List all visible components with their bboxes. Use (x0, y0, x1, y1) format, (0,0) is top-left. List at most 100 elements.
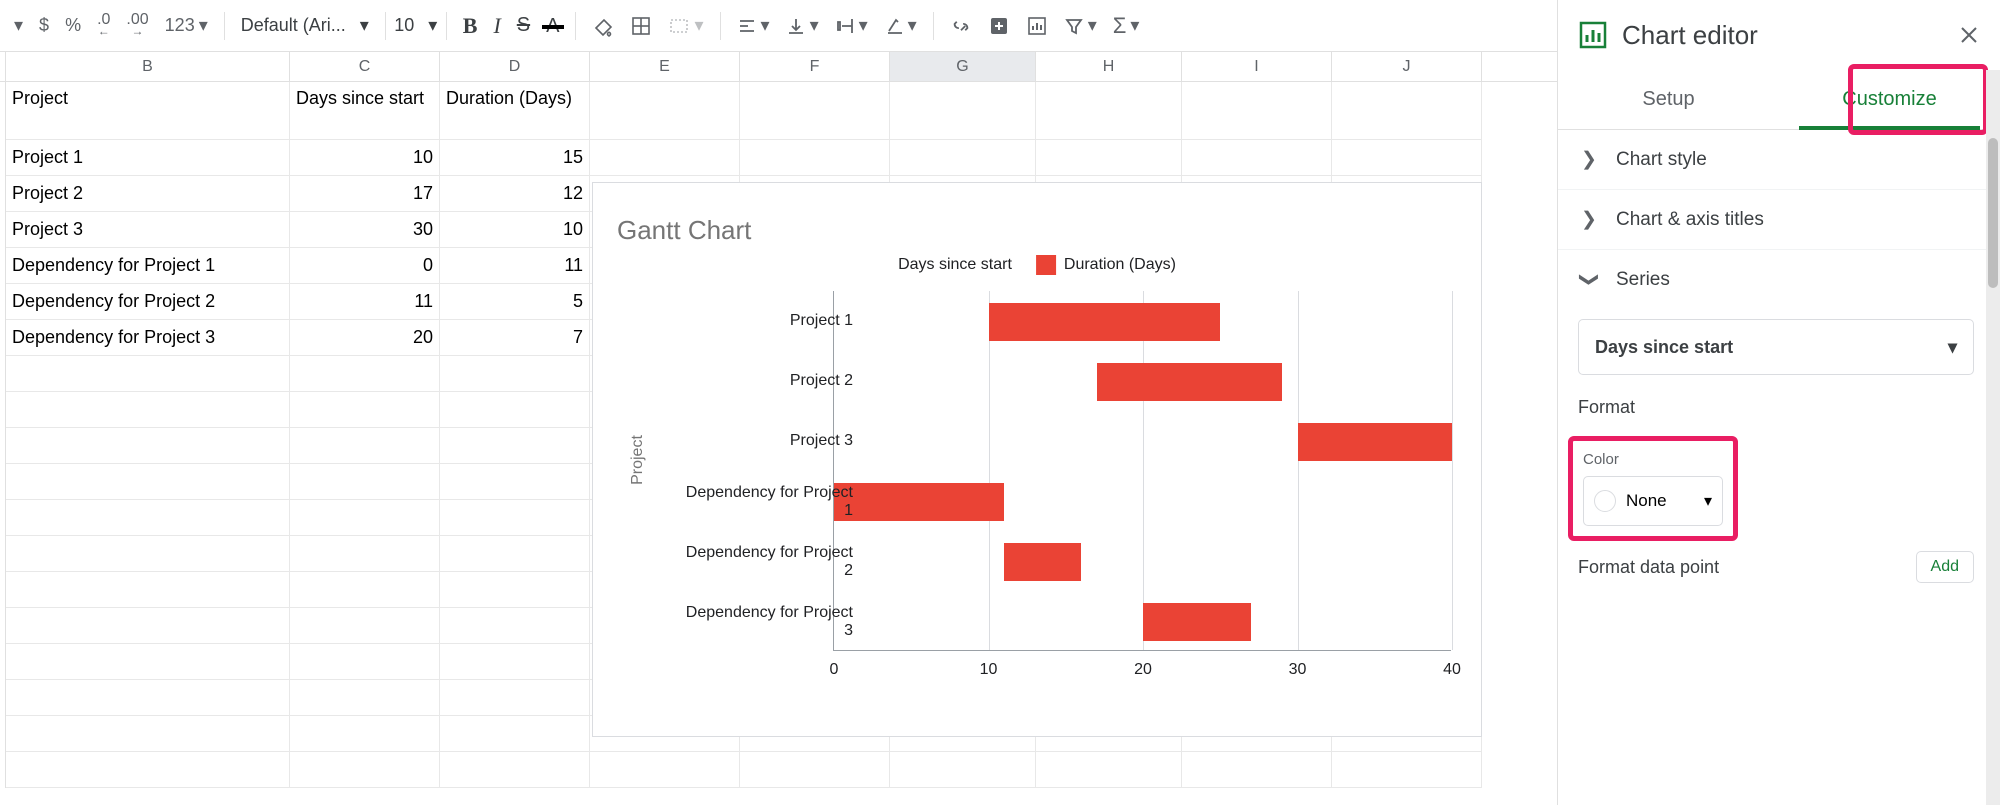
cell[interactable] (440, 356, 590, 392)
cell[interactable] (1182, 82, 1332, 140)
cell[interactable] (290, 392, 440, 428)
cell[interactable] (6, 392, 290, 428)
cell[interactable] (6, 608, 290, 644)
cell[interactable] (740, 82, 890, 140)
column-header-I[interactable]: I (1182, 52, 1332, 81)
cell[interactable]: 10 (440, 212, 590, 248)
cell[interactable] (440, 608, 590, 644)
cell[interactable]: Dependency for Project 3 (6, 320, 290, 356)
section-chart-style[interactable]: ❯ Chart style (1558, 130, 2000, 190)
add-data-point-button[interactable]: Add (1916, 551, 1974, 583)
cell[interactable] (590, 140, 740, 176)
cell[interactable] (440, 500, 590, 536)
section-axis-titles[interactable]: ❯ Chart & axis titles (1558, 190, 2000, 250)
cell[interactable]: 17 (290, 176, 440, 212)
chart-bar[interactable] (1097, 363, 1282, 401)
cell[interactable] (440, 752, 590, 788)
cell[interactable] (440, 644, 590, 680)
cell[interactable]: Days since start (290, 82, 440, 140)
h-align-dropdown[interactable]: ▾ (731, 11, 776, 40)
cell[interactable]: Dependency for Project 1 (6, 248, 290, 284)
cell[interactable] (6, 536, 290, 572)
cell[interactable] (6, 680, 290, 716)
column-header-G[interactable]: G (890, 52, 1036, 81)
cell[interactable] (1182, 752, 1332, 788)
cell[interactable] (1332, 140, 1482, 176)
section-series[interactable]: ❯ Series (1558, 250, 2000, 309)
cell[interactable]: Dependency for Project 2 (6, 284, 290, 320)
series-color-select[interactable]: None ▾ (1583, 476, 1723, 526)
column-header-E[interactable]: E (590, 52, 740, 81)
text-color-button[interactable]: A (540, 12, 565, 40)
cell[interactable]: 0 (290, 248, 440, 284)
cell[interactable] (1036, 82, 1182, 140)
cell[interactable]: Project 2 (6, 176, 290, 212)
cell[interactable] (290, 680, 440, 716)
functions-button[interactable]: Σ ▾ (1107, 9, 1146, 43)
cell[interactable] (440, 428, 590, 464)
text-wrap-dropdown[interactable]: ▾ (829, 11, 874, 40)
cell[interactable] (290, 752, 440, 788)
insert-comment-button[interactable] (982, 11, 1016, 41)
column-header-C[interactable]: C (290, 52, 440, 81)
italic-button[interactable]: I (487, 9, 506, 43)
cell[interactable] (290, 572, 440, 608)
cell[interactable]: 5 (440, 284, 590, 320)
cell[interactable] (890, 752, 1036, 788)
decrease-decimal-button[interactable]: .0 ← (91, 10, 116, 40)
series-select[interactable]: Days since start ▾ (1578, 319, 1974, 375)
chart-bar[interactable] (1004, 543, 1081, 581)
column-header-B[interactable]: B (6, 52, 290, 81)
cell[interactable] (6, 464, 290, 500)
cell[interactable] (6, 500, 290, 536)
cell[interactable] (6, 356, 290, 392)
cell[interactable] (6, 428, 290, 464)
increase-decimal-button[interactable]: .00 → (120, 10, 154, 40)
cell[interactable] (290, 608, 440, 644)
cell[interactable]: 11 (440, 248, 590, 284)
cell[interactable]: Project 3 (6, 212, 290, 248)
insert-link-button[interactable] (944, 11, 978, 41)
v-align-dropdown[interactable]: ▾ (780, 11, 825, 40)
scrollbar-thumb[interactable] (1988, 138, 1998, 288)
number-format-dropdown[interactable]: 123▾ (159, 11, 214, 40)
cell[interactable]: 15 (440, 140, 590, 176)
cell[interactable]: 7 (440, 320, 590, 356)
close-panel-button[interactable] (1958, 24, 1980, 46)
cell[interactable]: 20 (290, 320, 440, 356)
chart-bar[interactable] (1143, 603, 1251, 641)
cell[interactable]: 11 (290, 284, 440, 320)
cell[interactable] (590, 82, 740, 140)
merge-cells-button[interactable]: ▾ (662, 11, 709, 41)
cell[interactable] (740, 752, 890, 788)
bold-button[interactable]: B (457, 9, 484, 43)
tab-setup[interactable]: Setup (1558, 70, 1779, 129)
cell[interactable] (440, 572, 590, 608)
cell[interactable] (290, 716, 440, 752)
gantt-chart[interactable]: Gantt Chart Days since start Duration (D… (592, 182, 1482, 737)
more-format-dropdown[interactable]: ▾ (8, 11, 29, 40)
column-header-J[interactable]: J (1332, 52, 1482, 81)
chart-bar[interactable] (1298, 423, 1453, 461)
cell[interactable]: 12 (440, 176, 590, 212)
filter-button[interactable]: ▾ (1058, 11, 1103, 40)
cell[interactable] (1036, 140, 1182, 176)
cell[interactable] (290, 464, 440, 500)
cell[interactable] (1332, 82, 1482, 140)
font-family-dropdown[interactable]: Default (Ari... ▾ (235, 11, 375, 40)
cell[interactable] (1182, 140, 1332, 176)
borders-button[interactable] (624, 11, 658, 41)
cell[interactable] (290, 500, 440, 536)
format-currency-button[interactable]: $ (33, 15, 55, 36)
insert-chart-button[interactable] (1020, 11, 1054, 41)
cell[interactable] (440, 392, 590, 428)
chart-bar[interactable] (834, 483, 1004, 521)
cell[interactable]: 30 (290, 212, 440, 248)
cell[interactable] (890, 82, 1036, 140)
column-header-F[interactable]: F (740, 52, 890, 81)
cell[interactable]: Duration (Days) (440, 82, 590, 140)
cell[interactable] (290, 536, 440, 572)
cell[interactable]: 10 (290, 140, 440, 176)
format-percent-button[interactable]: % (59, 15, 87, 36)
cell[interactable] (6, 752, 290, 788)
